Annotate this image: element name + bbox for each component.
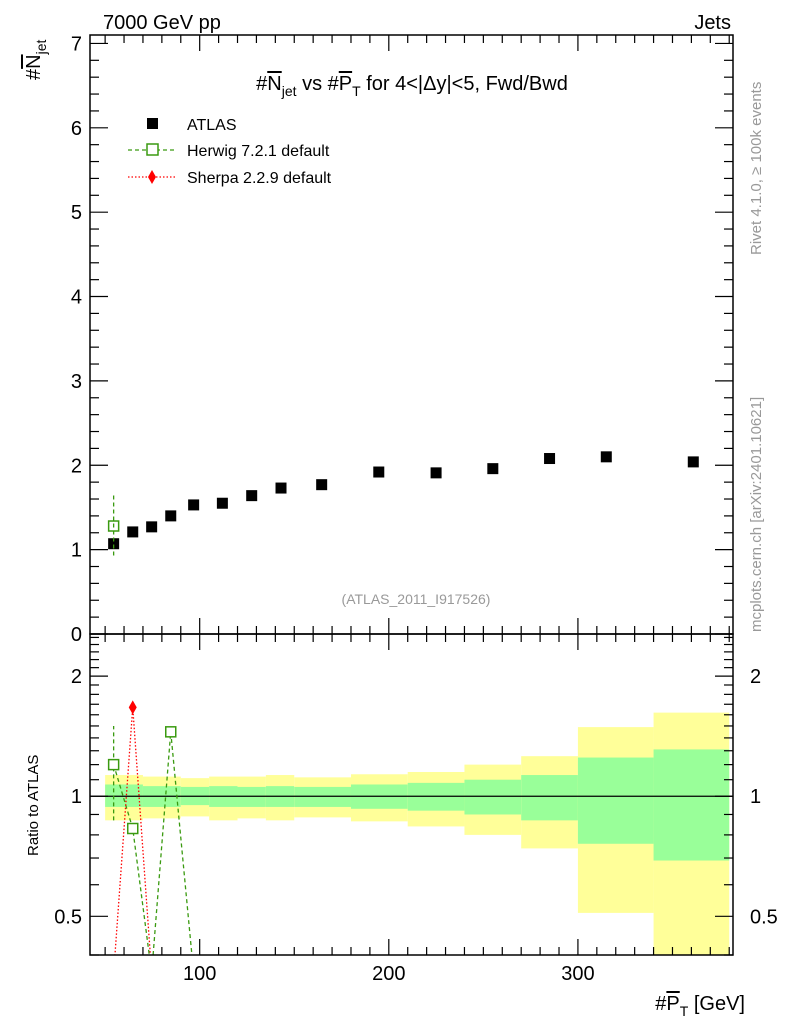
ratio-y-tick-label-right: 0.5 [750, 906, 778, 928]
atlas-point [430, 467, 442, 479]
ratio-y-tick-label-right: 1 [750, 786, 761, 808]
atlas-point [487, 463, 499, 475]
herwig-point [107, 520, 120, 532]
y-tick-label: 5 [71, 202, 82, 224]
atlas-point [373, 466, 385, 478]
y-tick-label: 0 [71, 624, 82, 646]
herwig-ratio-line [113, 731, 193, 955]
x-tick-label: 300 [561, 963, 594, 985]
y-tick-label: 1 [71, 540, 82, 562]
atlas-point [165, 510, 177, 522]
ratio-y-tick-label: 1 [71, 786, 82, 808]
rivet-label: Rivet 4.1.0, ≥ 100k events [748, 82, 765, 255]
x-tick-label: 200 [372, 963, 405, 985]
atlas-point [600, 451, 612, 463]
atlas-point [188, 499, 200, 511]
herwig-ratio-point [107, 758, 120, 771]
atlas-point [146, 521, 158, 533]
x-tick-label: 100 [183, 963, 216, 985]
y-tick-label: 6 [71, 118, 82, 140]
ratio-marks [107, 700, 193, 955]
y-tick-label: 7 [71, 33, 82, 55]
header-right: Jets [694, 12, 731, 34]
sherpa-ratio-point [128, 700, 137, 715]
atlas-point [108, 538, 120, 550]
band-inner [521, 775, 578, 821]
legend-herwig-label: Herwig 7.2.1 default [187, 143, 330, 160]
sherpa-ratio-line [114, 707, 152, 955]
ratio-y-axis-label: Ratio to ATLAS [25, 755, 42, 856]
y-axis-label: #Njet [23, 40, 49, 80]
legend-herwig-marker [146, 143, 159, 156]
watermark: (ATLAS_2011_I917526) [342, 591, 491, 607]
band-inner [237, 786, 266, 807]
legend-atlas-label: ATLAS [187, 117, 237, 134]
header-left: 7000 GeV pp [103, 12, 221, 34]
band-inner [294, 786, 351, 807]
herwig-ratio-point [126, 822, 139, 835]
atlas-point [687, 456, 699, 468]
ratio-y-tick-label-right: 2 [750, 666, 761, 688]
y-tick-label: 3 [71, 371, 82, 393]
ratio-y-tick-label: 0.5 [54, 906, 82, 928]
band-inner [577, 757, 654, 844]
band-inner [653, 749, 730, 861]
x-axis-label: #PT [GeV] [655, 993, 745, 1019]
herwig-ratio-point [165, 726, 177, 738]
y-tick-label: 2 [71, 455, 82, 477]
atlas-point [216, 497, 228, 509]
ratio-frame [89, 633, 734, 956]
legend-atlas-marker [147, 118, 158, 129]
legend-sherpa-label: Sherpa 2.2.9 default [187, 170, 332, 187]
mcplots-label: mcplots.cern.ch [arXiv:2401.10621] [748, 397, 765, 632]
ratio-y-tick-label: 2 [71, 666, 82, 688]
band-inner [464, 779, 522, 815]
chart-title: #Njet vs #PT for 4<|Δy|<5, Fwd/Bwd [256, 73, 568, 99]
atlas-point [544, 453, 556, 465]
atlas-point [127, 526, 139, 538]
legend-sherpa-marker [148, 170, 156, 184]
atlas-point [246, 490, 258, 502]
legend: ATLAS Herwig 7.2.1 default Sherpa 2.2.9 … [128, 117, 332, 187]
atlas-point [275, 482, 287, 494]
y-tick-label: 4 [71, 287, 82, 309]
atlas-point [316, 479, 328, 491]
